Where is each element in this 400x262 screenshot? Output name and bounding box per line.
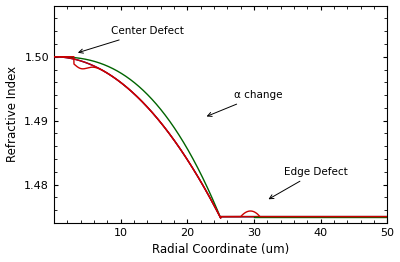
Text: α change: α change: [208, 90, 282, 116]
Y-axis label: Refractive Index: Refractive Index: [6, 66, 18, 162]
Text: Center Defect: Center Defect: [79, 26, 184, 53]
Text: Edge Defect: Edge Defect: [269, 167, 348, 199]
X-axis label: Radial Coordinate (um): Radial Coordinate (um): [152, 243, 289, 256]
